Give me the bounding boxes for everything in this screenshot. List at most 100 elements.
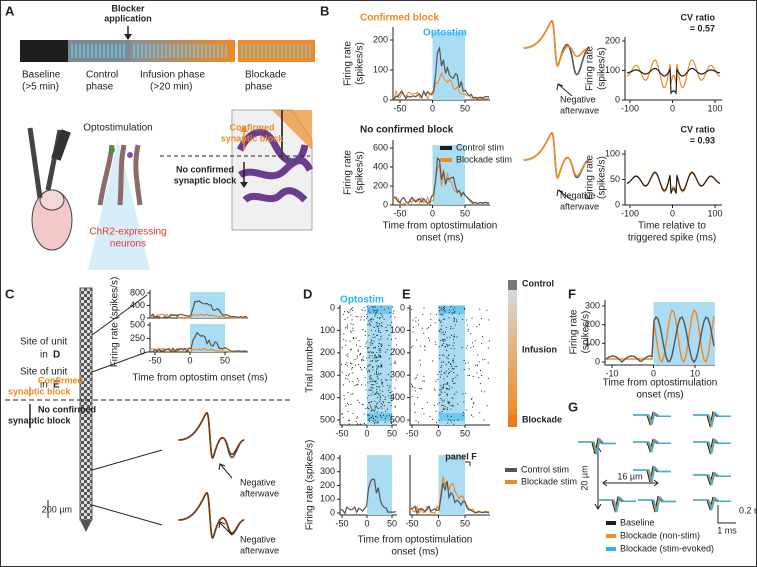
label: Firing rate xyxy=(585,155,596,200)
spike xyxy=(355,337,357,339)
label: Control xyxy=(86,70,118,81)
trace xyxy=(393,45,490,100)
spike xyxy=(363,319,365,321)
spike xyxy=(438,310,440,312)
spike xyxy=(443,310,445,311)
spike xyxy=(442,314,444,316)
spike xyxy=(487,377,489,379)
spike xyxy=(349,309,351,311)
spike xyxy=(378,327,379,329)
spike xyxy=(367,316,369,318)
spike xyxy=(355,421,357,423)
spike xyxy=(362,404,364,406)
spike xyxy=(450,306,452,308)
spike xyxy=(369,404,371,406)
spike xyxy=(352,393,354,395)
spike xyxy=(395,337,397,339)
spike xyxy=(375,357,377,359)
spike xyxy=(383,405,385,407)
spike xyxy=(377,317,379,318)
spike xyxy=(388,395,390,397)
spike xyxy=(372,391,374,393)
spike xyxy=(349,340,351,342)
spike xyxy=(352,412,354,414)
label: Firing rate xyxy=(569,309,580,354)
label: 100 xyxy=(605,65,620,75)
spike xyxy=(375,360,377,362)
spike xyxy=(375,380,377,382)
spike xyxy=(370,344,372,346)
label: Optostim xyxy=(340,295,384,306)
spike xyxy=(471,397,473,399)
spike xyxy=(440,340,442,342)
spike xyxy=(369,363,371,365)
spike xyxy=(419,388,421,389)
spike xyxy=(388,386,390,388)
spike xyxy=(347,392,349,393)
label: 300 xyxy=(320,370,335,380)
raster xyxy=(411,306,490,425)
spike xyxy=(442,331,444,333)
label: 600 xyxy=(373,142,388,152)
spike xyxy=(377,402,379,404)
spike xyxy=(371,384,373,385)
spike xyxy=(357,349,359,351)
spike xyxy=(437,379,439,381)
label: 400 xyxy=(130,300,145,310)
spike xyxy=(374,346,376,348)
spike xyxy=(362,329,364,331)
spike xyxy=(360,319,362,321)
spike xyxy=(376,373,377,375)
label: 200 xyxy=(373,180,388,190)
label: 50 xyxy=(460,428,470,438)
spike xyxy=(412,331,414,333)
spike xyxy=(349,330,351,332)
spike xyxy=(388,389,390,391)
spike xyxy=(369,389,371,391)
spike xyxy=(345,327,346,329)
label: 0.2 mV xyxy=(739,505,757,515)
spike xyxy=(445,387,447,389)
spike xyxy=(359,354,361,356)
spike xyxy=(385,379,387,381)
label: 50 xyxy=(610,174,620,184)
spike xyxy=(476,364,478,366)
spike xyxy=(352,309,354,311)
spike xyxy=(395,393,397,395)
spike xyxy=(385,330,387,331)
spike xyxy=(393,362,395,364)
spike xyxy=(343,313,345,315)
label: E xyxy=(402,286,411,301)
spike xyxy=(448,354,449,356)
spike xyxy=(378,325,380,327)
spike xyxy=(368,414,370,416)
spike xyxy=(376,351,378,353)
spike xyxy=(375,361,377,363)
spike xyxy=(387,384,389,386)
spike xyxy=(373,394,375,396)
spike xyxy=(441,325,443,327)
spike xyxy=(471,342,473,344)
spike xyxy=(342,413,344,415)
label: 0 xyxy=(651,368,656,378)
label: (spikes/s) xyxy=(597,156,608,199)
label: -100 xyxy=(621,103,639,113)
spike xyxy=(378,346,379,347)
spike xyxy=(370,417,372,419)
label: afterwave xyxy=(240,545,279,555)
spike xyxy=(422,380,424,382)
spike xyxy=(385,410,387,412)
spike xyxy=(352,337,354,339)
spike xyxy=(395,379,397,381)
spike xyxy=(372,379,374,381)
spike xyxy=(376,334,378,336)
spike xyxy=(379,397,381,399)
waveform xyxy=(523,20,590,76)
label: ChR2-expressing xyxy=(89,227,166,238)
spike xyxy=(380,324,382,326)
label: Negative xyxy=(560,190,596,200)
spike xyxy=(347,324,348,326)
label: Control xyxy=(522,278,554,288)
label: 200 xyxy=(585,319,600,329)
label: neurons xyxy=(110,239,146,250)
